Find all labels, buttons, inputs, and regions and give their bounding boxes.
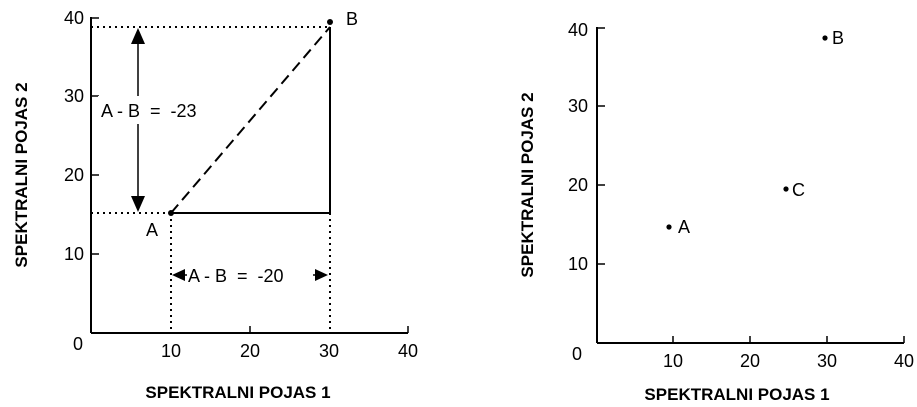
right-chart: 40 30 20 10 0 10 20 30 40 SPEKTRALNI POJ… <box>518 20 914 404</box>
left-annotation-h-bg <box>187 262 313 288</box>
left-point-a <box>168 210 174 216</box>
left-x-tick-label: 30 <box>319 341 339 361</box>
right-x-tick-label: 30 <box>817 351 837 371</box>
right-y-tick-label: 10 <box>568 254 588 274</box>
left-y-tick-label: 10 <box>64 244 84 264</box>
left-y-tick-label: 30 <box>64 86 84 106</box>
left-annotation-vertical: A - B = -23 <box>101 101 197 121</box>
left-point-b <box>327 19 333 25</box>
left-y-tick-label: 20 <box>64 165 84 185</box>
left-point-b-label: B <box>346 9 358 29</box>
left-annotation-horizontal: A - B = -20 <box>188 266 284 286</box>
right-point-b-label: B <box>832 28 844 48</box>
right-y-tick-label: 30 <box>568 96 588 116</box>
right-y-tick-label: 20 <box>568 175 588 195</box>
right-x-axis-label: SPEKTRALNI POJAS 1 <box>644 385 829 404</box>
left-x-axis-label: SPEKTRALNI POJAS 1 <box>145 383 330 402</box>
right-x-tick-label: 20 <box>740 351 760 371</box>
left-horizontal-arrow-head-left <box>172 269 185 281</box>
right-x-tick-label: 0 <box>572 344 582 364</box>
left-point-a-label: A <box>146 220 158 240</box>
left-horizontal-arrow-head-right <box>315 269 328 281</box>
left-y-axis-label: SPEKTRALNI POJAS 2 <box>12 82 31 267</box>
right-point-c <box>783 186 789 192</box>
left-x-tick-label: 20 <box>240 341 260 361</box>
left-y-tick-label: 40 <box>64 8 84 28</box>
left-x-tick-label: 0 <box>73 334 83 354</box>
right-y-tick-label: 40 <box>568 20 588 40</box>
right-x-tick-label: 10 <box>663 351 683 371</box>
right-point-a-label: A <box>678 217 690 237</box>
left-x-tick-label: 10 <box>161 341 181 361</box>
left-vertical-arrow-head-bottom <box>131 196 145 212</box>
right-y-axis-label: SPEKTRALNI POJAS 2 <box>518 92 537 277</box>
right-point-b <box>822 35 828 41</box>
left-annotation-bg <box>98 96 232 124</box>
left-chart: 40 30 20 10 0 10 20 30 40 SPEKTRALNI POJ… <box>12 8 418 402</box>
left-vertical-arrow-head-top <box>131 28 145 44</box>
left-x-tick-label: 40 <box>398 341 418 361</box>
right-point-a <box>666 224 672 230</box>
left-distance-line <box>170 26 331 214</box>
right-x-tick-label: 40 <box>894 351 914 371</box>
right-point-c-label: C <box>792 180 805 200</box>
